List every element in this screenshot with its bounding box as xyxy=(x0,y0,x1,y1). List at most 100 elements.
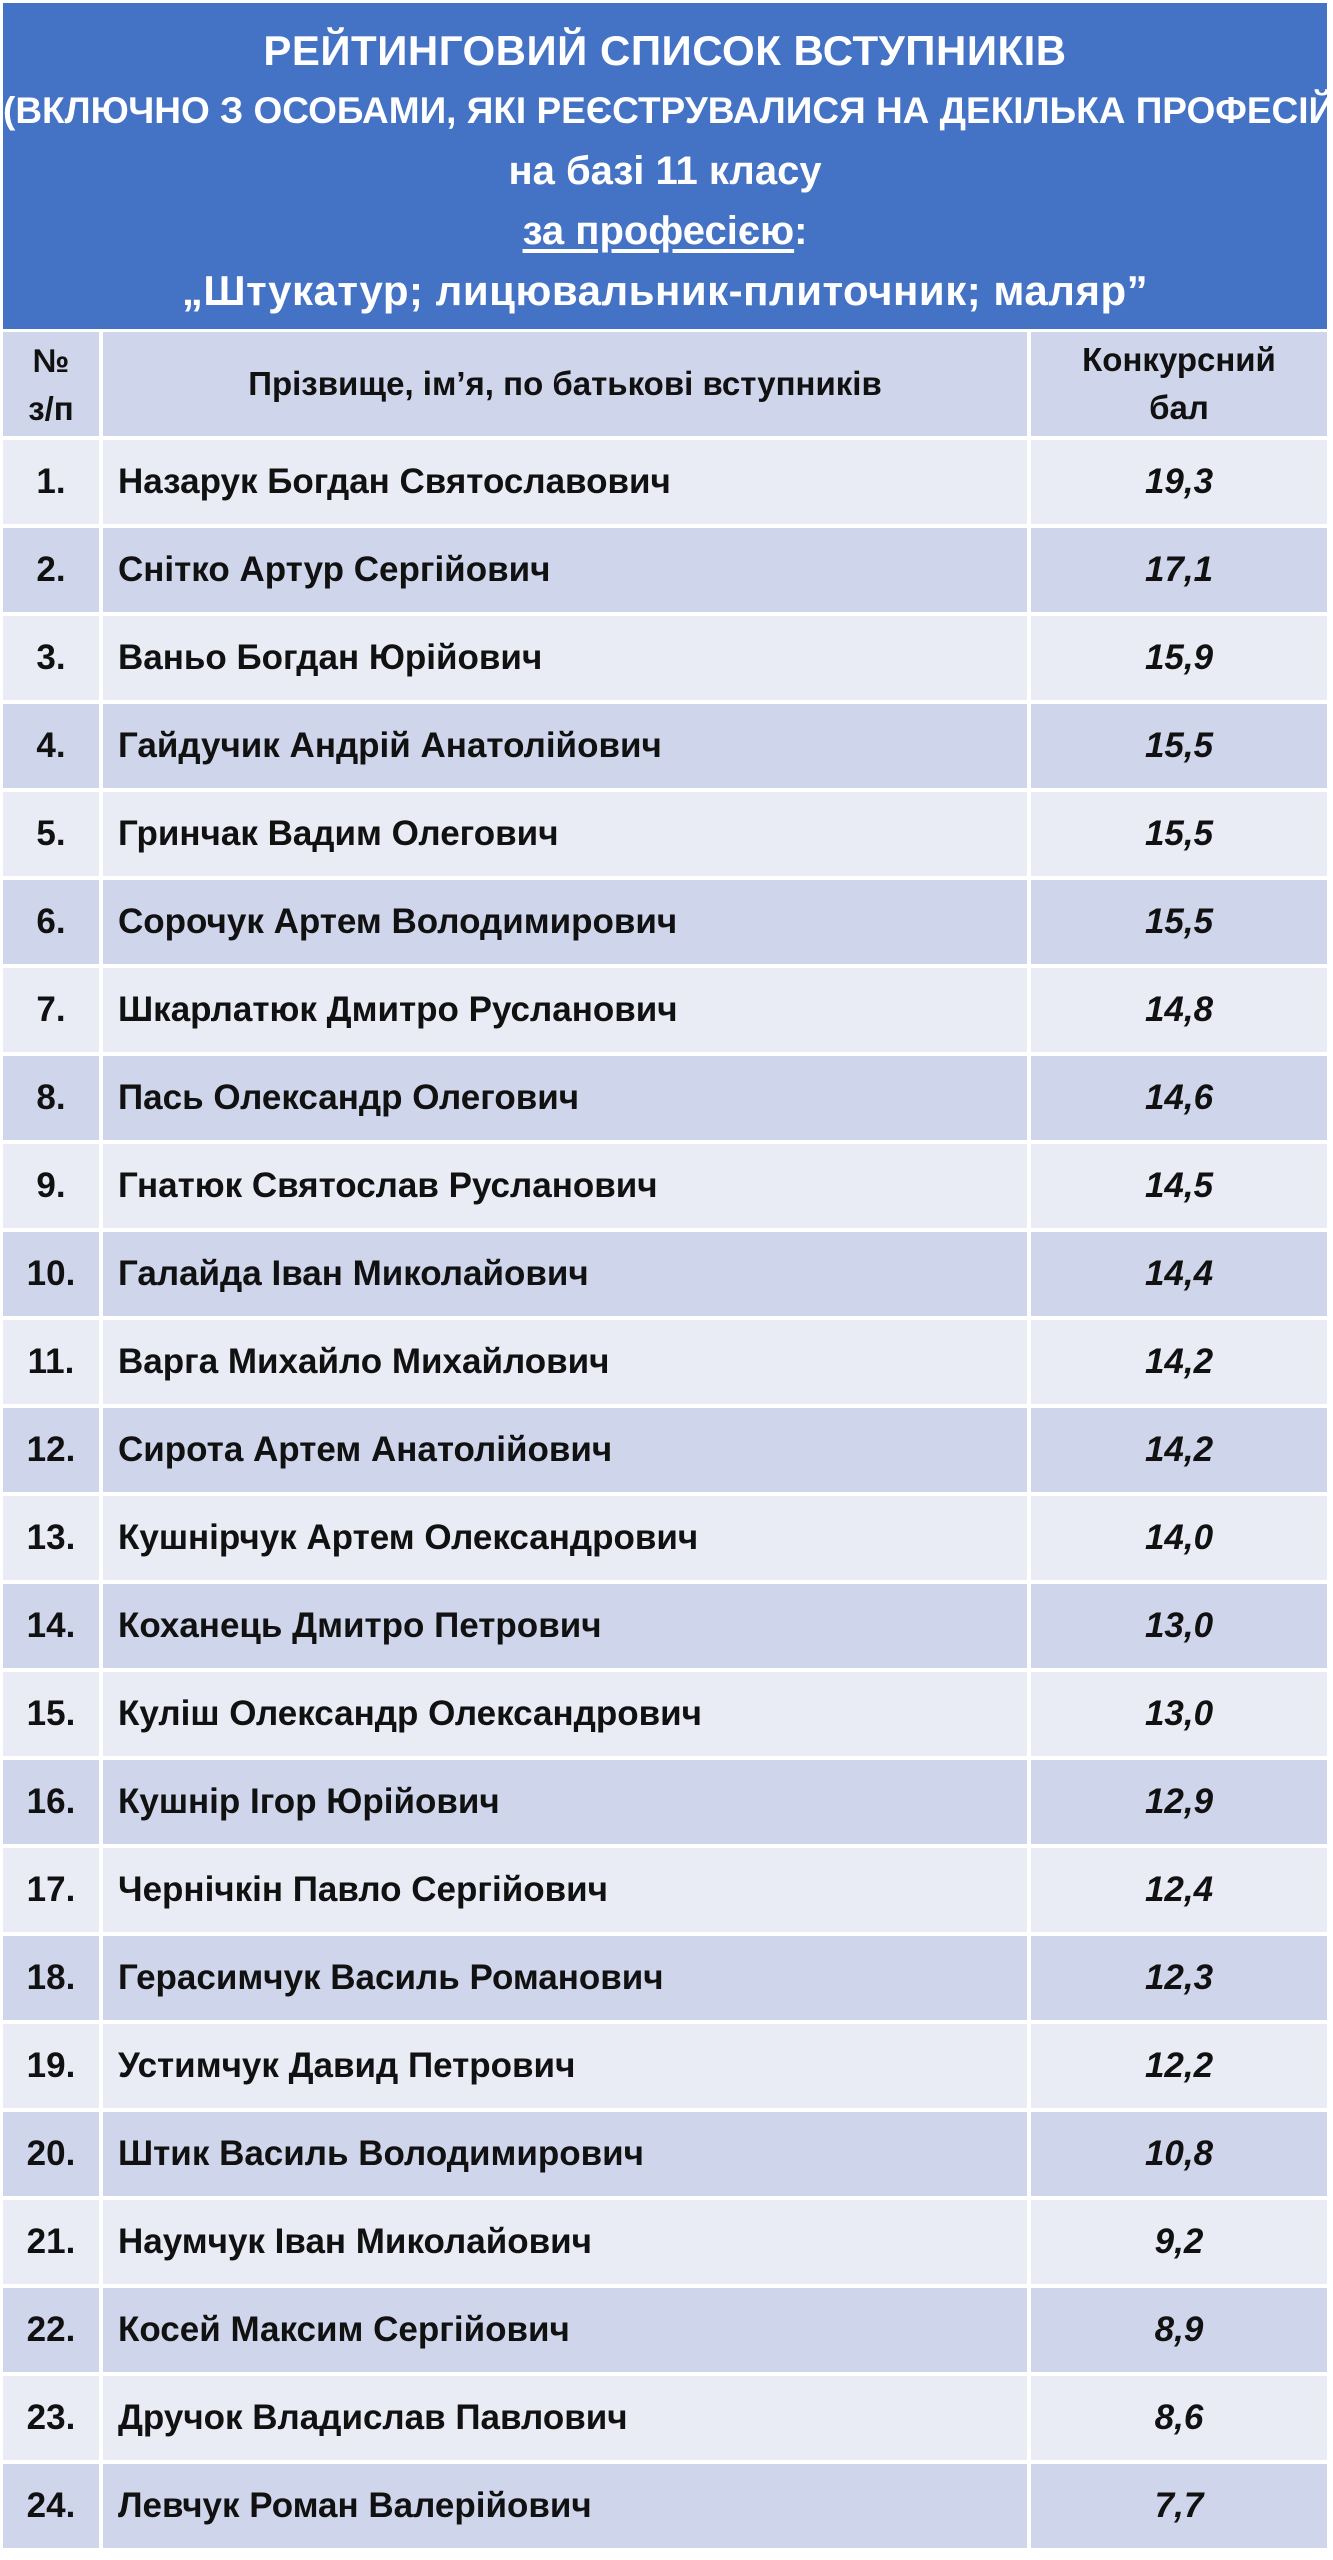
row-number: 23. xyxy=(3,2376,103,2464)
table-row: 22. Косей Максим Сергійович 8,9 xyxy=(3,2288,1327,2376)
table-header-row: № з/п Прізвище, ім’я, по батькові вступн… xyxy=(3,332,1327,440)
row-applicant-name: Ваньо Богдан Юрійович xyxy=(103,616,1031,704)
row-applicant-name: Левчук Роман Валерійович xyxy=(103,2464,1031,2552)
row-applicant-name: Кушнір Ігор Юрійович xyxy=(103,1760,1031,1848)
table-row: 9. Гнатюк Святослав Русланович 14,5 xyxy=(3,1144,1327,1232)
row-number: 11. xyxy=(3,1320,103,1408)
row-score: 14,8 xyxy=(1031,968,1327,1056)
row-number: 6. xyxy=(3,880,103,968)
row-applicant-name: Наумчук Іван Миколайович xyxy=(103,2200,1031,2288)
rating-table-body: 1. Назарук Богдан Святославович 19,3 2. Сніт… xyxy=(3,440,1327,2552)
table-row: 7. Шкарлатюк Дмитро Русланович 14,8 xyxy=(3,968,1327,1056)
row-number: 2. xyxy=(3,528,103,616)
table-row: 2. Снітко Артур Сергійович 17,1 xyxy=(3,528,1327,616)
table-row: 1. Назарук Богдан Святославович 19,3 xyxy=(3,440,1327,528)
row-number: 17. xyxy=(3,1848,103,1936)
row-score: 13,0 xyxy=(1031,1672,1327,1760)
row-applicant-name: Коханець Дмитро Петрович xyxy=(103,1584,1031,1672)
table-row: 11. Варга Михайло Михайлович 14,2 xyxy=(3,1320,1327,1408)
row-score: 12,2 xyxy=(1031,2024,1327,2112)
table-row: 5. Гринчак Вадим Олегович 15,5 xyxy=(3,792,1327,880)
row-number: 8. xyxy=(3,1056,103,1144)
row-applicant-name: Снітко Артур Сергійович xyxy=(103,528,1031,616)
table-row: 15. Куліш Олександр Олександрович 13,0 xyxy=(3,1672,1327,1760)
row-number: 9. xyxy=(3,1144,103,1232)
row-number: 19. xyxy=(3,2024,103,2112)
row-applicant-name: Кушнірчук Артем Олександрович xyxy=(103,1496,1031,1584)
row-score: 12,3 xyxy=(1031,1936,1327,2024)
row-number: 13. xyxy=(3,1496,103,1584)
row-score: 8,9 xyxy=(1031,2288,1327,2376)
row-score: 15,5 xyxy=(1031,792,1327,880)
row-score: 14,4 xyxy=(1031,1232,1327,1320)
title-profession-colon: : xyxy=(794,209,808,253)
row-score: 14,5 xyxy=(1031,1144,1327,1232)
row-applicant-name: Гринчак Вадим Олегович xyxy=(103,792,1031,880)
row-score: 15,5 xyxy=(1031,704,1327,792)
row-score: 14,2 xyxy=(1031,1320,1327,1408)
row-number: 3. xyxy=(3,616,103,704)
title-class-basis: на базі 11 класу xyxy=(508,149,822,193)
title-banner: РЕЙТИНГОВИЙ СПИСОК ВСТУПНИКІВ (ВКЛЮЧНО З… xyxy=(3,3,1333,329)
table-row: 18. Герасимчук Василь Романович 12,3 xyxy=(3,1936,1327,2024)
row-number: 21. xyxy=(3,2200,103,2288)
row-number: 7. xyxy=(3,968,103,1056)
row-applicant-name: Гнатюк Святослав Русланович xyxy=(103,1144,1031,1232)
table-row: 20. Штик Василь Володимирович 10,8 xyxy=(3,2112,1327,2200)
row-applicant-name: Куліш Олександр Олександрович xyxy=(103,1672,1031,1760)
rating-table: № з/п Прізвище, ім’я, по батькові вступн… xyxy=(3,332,1327,2552)
header-number: № з/п xyxy=(3,332,103,440)
row-score: 15,5 xyxy=(1031,880,1327,968)
row-score: 12,9 xyxy=(1031,1760,1327,1848)
table-row: 23. Дручок Владислав Павлович 8,6 xyxy=(3,2376,1327,2464)
row-score: 12,4 xyxy=(1031,1848,1327,1936)
row-score: 15,9 xyxy=(1031,616,1327,704)
table-row: 10. Галайда Іван Миколайович 14,4 xyxy=(3,1232,1327,1320)
table-row: 6. Сорочук Артем Володимирович 15,5 xyxy=(3,880,1327,968)
table-row: 8. Пась Олександр Олегович 14,6 xyxy=(3,1056,1327,1144)
row-number: 12. xyxy=(3,1408,103,1496)
row-number: 5. xyxy=(3,792,103,880)
title-main: РЕЙТИНГОВИЙ СПИСОК ВСТУПНИКІВ xyxy=(263,27,1067,74)
row-score: 8,6 xyxy=(1031,2376,1327,2464)
table-row: 19. Устимчук Давид Петрович 12,2 xyxy=(3,2024,1327,2112)
row-score: 13,0 xyxy=(1031,1584,1327,1672)
table-row: 14. Коханець Дмитро Петрович 13,0 xyxy=(3,1584,1327,1672)
row-score: 9,2 xyxy=(1031,2200,1327,2288)
row-number: 24. xyxy=(3,2464,103,2552)
row-score: 10,8 xyxy=(1031,2112,1327,2200)
row-applicant-name: Назарук Богдан Святославович xyxy=(103,440,1031,528)
row-number: 18. xyxy=(3,1936,103,2024)
row-score: 14,6 xyxy=(1031,1056,1327,1144)
row-number: 15. xyxy=(3,1672,103,1760)
row-applicant-name: Дручок Владислав Павлович xyxy=(103,2376,1031,2464)
header-score: Конкурсний бал xyxy=(1031,332,1327,440)
row-number: 10. xyxy=(3,1232,103,1320)
row-number: 20. xyxy=(3,2112,103,2200)
header-number-abbrev: з/п xyxy=(28,390,74,427)
table-row: 13. Кушнірчук Артем Олександрович 14,0 xyxy=(3,1496,1327,1584)
row-applicant-name: Сирота Артем Анатолійович xyxy=(103,1408,1031,1496)
row-number: 14. xyxy=(3,1584,103,1672)
row-number: 4. xyxy=(3,704,103,792)
row-score: 7,7 xyxy=(1031,2464,1327,2552)
row-applicant-name: Штик Василь Володимирович xyxy=(103,2112,1031,2200)
row-score: 14,0 xyxy=(1031,1496,1327,1584)
table-row: 4. Гайдучик Андрій Анатолійович 15,5 xyxy=(3,704,1327,792)
row-number: 1. xyxy=(3,440,103,528)
table-row: 24. Левчук Роман Валерійович 7,7 xyxy=(3,2464,1327,2552)
row-number: 22. xyxy=(3,2288,103,2376)
row-applicant-name: Сорочук Артем Володимирович xyxy=(103,880,1031,968)
row-score: 19,3 xyxy=(1031,440,1327,528)
row-applicant-name: Герасимчук Василь Романович xyxy=(103,1936,1031,2024)
title-professions: „Штукатур; лицювальник-плиточник; маляр” xyxy=(181,267,1149,314)
row-applicant-name: Шкарлатюк Дмитро Русланович xyxy=(103,968,1031,1056)
header-number-symbol: № xyxy=(32,342,70,379)
header-score-line1: Конкурсний xyxy=(1082,341,1276,378)
row-applicant-name: Галайда Іван Миколайович xyxy=(103,1232,1031,1320)
row-number: 16. xyxy=(3,1760,103,1848)
table-row: 21. Наумчук Іван Миколайович 9,2 xyxy=(3,2200,1327,2288)
row-score: 14,2 xyxy=(1031,1408,1327,1496)
row-applicant-name: Устимчук Давид Петрович xyxy=(103,2024,1031,2112)
